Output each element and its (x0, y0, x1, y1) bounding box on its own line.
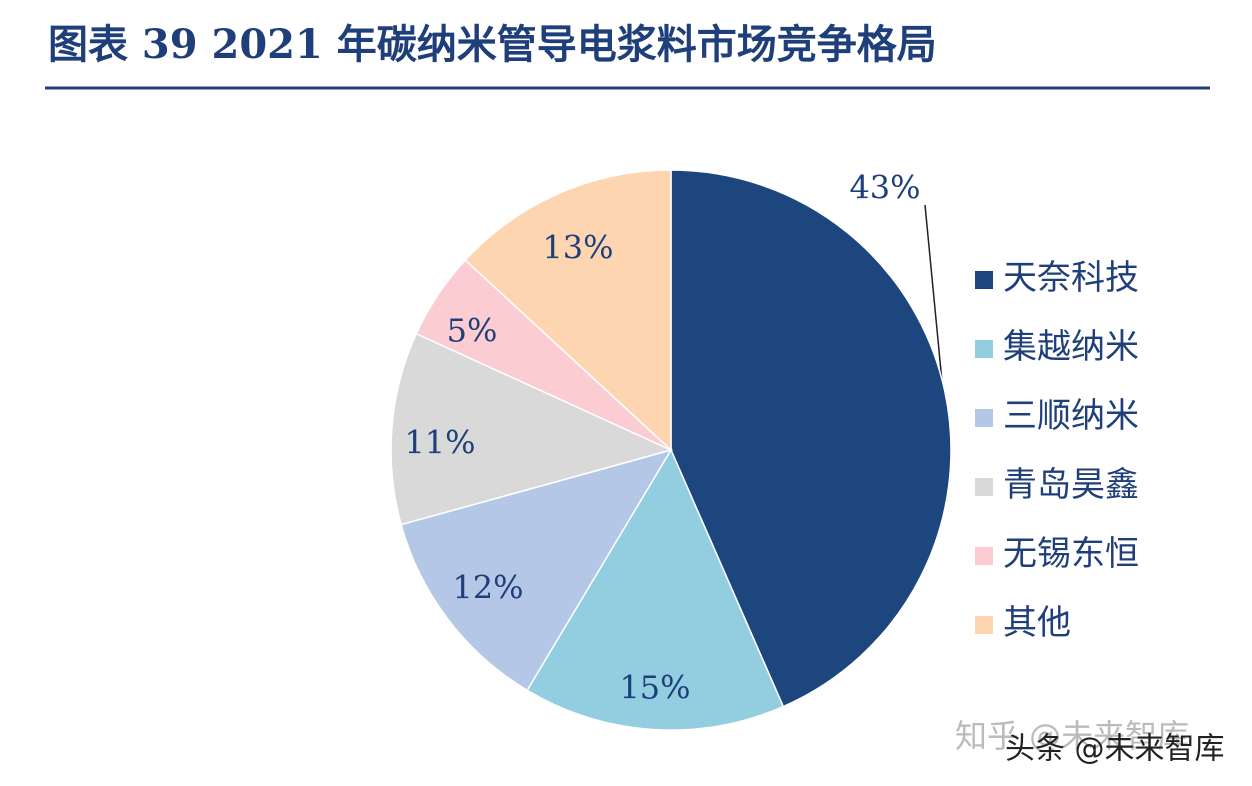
pie-slice (670, 169, 952, 708)
legend-label: 其他 (1003, 603, 1071, 643)
legend-label: 无锡东恒 (1003, 534, 1139, 574)
pie-slice (464, 169, 672, 452)
legend-swatch (975, 409, 993, 427)
data-label: 5% (447, 312, 498, 350)
legend-label: 三顺纳米 (1003, 396, 1139, 436)
legend-swatch (975, 547, 993, 565)
watermark: 知乎 @未来智库 (955, 717, 1189, 755)
legend-label: 青岛昊鑫 (1003, 465, 1139, 505)
data-label: 11% (404, 424, 475, 462)
chart-title: 图表 39 2021 年碳纳米管导电浆料市场竞争格局 (48, 21, 937, 68)
pie-slice (390, 332, 674, 526)
watermark: 头条 @未来智库 (1005, 732, 1225, 767)
legend-swatch (975, 271, 993, 289)
pie-slice (526, 448, 785, 731)
pie-slice (400, 448, 673, 692)
data-label: 12% (452, 569, 523, 607)
legend-swatch (975, 340, 993, 358)
data-label: 13% (542, 229, 613, 267)
leader-line (924, 204, 944, 393)
data-label: 15% (619, 669, 690, 707)
data-label: 43% (849, 169, 920, 207)
legend-swatch (975, 616, 993, 634)
legend-label: 天奈科技 (1003, 258, 1139, 298)
legend-swatch (975, 478, 993, 496)
legend-label: 集越纳米 (1003, 327, 1139, 367)
